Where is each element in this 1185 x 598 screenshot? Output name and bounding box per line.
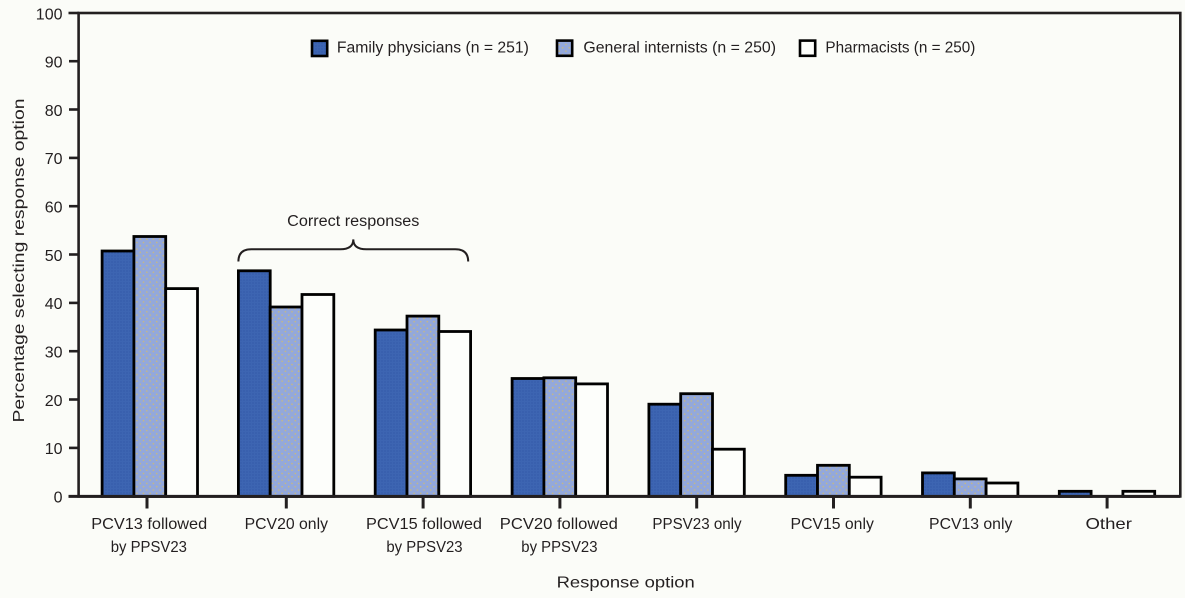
svg-text:Family physicians (n = 251): Family physicians (n = 251) [337,39,529,56]
svg-text:by PPSV23: by PPSV23 [521,539,597,556]
svg-text:General internists (n = 250): General internists (n = 250) [583,39,776,56]
svg-text:PCV15 followed: PCV15 followed [366,516,482,533]
svg-text:by PPSV23: by PPSV23 [386,539,462,556]
svg-text:100: 100 [36,6,63,23]
svg-text:80: 80 [45,103,63,120]
svg-text:PCV15 only: PCV15 only [791,516,874,533]
svg-text:50: 50 [45,248,63,265]
svg-text:PCV20 only: PCV20 only [245,516,328,533]
svg-text:60: 60 [45,200,63,217]
svg-text:by PPSV23: by PPSV23 [111,539,187,556]
svg-text:90: 90 [45,55,63,72]
svg-text:0: 0 [54,490,63,507]
svg-text:Other: Other [1086,516,1133,533]
svg-text:30: 30 [45,345,63,362]
svg-text:40: 40 [45,296,63,313]
svg-text:PCV20 followed: PCV20 followed [500,516,618,533]
svg-text:70: 70 [45,151,63,168]
svg-text:Correct responses: Correct responses [287,213,419,230]
svg-text:Percentage selecting response: Percentage selecting response option [11,99,28,423]
svg-text:PPSV23 only: PPSV23 only [652,516,741,533]
svg-text:Response option: Response option [557,575,695,592]
svg-text:20: 20 [45,393,63,410]
svg-text:PCV13 followed: PCV13 followed [91,516,207,533]
svg-text:Pharmacists (n = 250): Pharmacists (n = 250) [825,39,975,56]
svg-text:PCV13 only: PCV13 only [929,516,1012,533]
svg-text:10: 10 [45,441,63,458]
